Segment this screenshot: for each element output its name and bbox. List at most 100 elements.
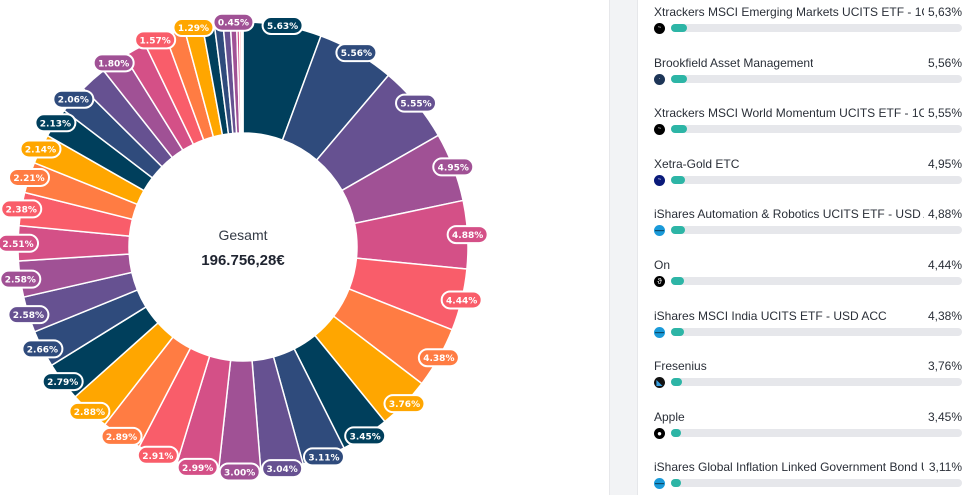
slice-label-text: 1.29% [178,24,209,34]
slice-label: 2.88% [68,401,111,421]
holding-bar-fill [671,75,688,83]
holding-percent: 4,44% [927,258,962,272]
slice-label-text: 2.79% [47,378,78,388]
holding-percent: 3,45% [927,410,962,424]
donut-slice[interactable] [241,21,244,134]
holding-percent: 4,95% [927,157,962,171]
slice-label-text: 3.76% [389,400,420,410]
slice-label-badge [19,139,62,159]
panel-divider [609,0,638,495]
slice-label-text: 2.58% [13,311,44,321]
slice-label: 4.44% [440,290,483,310]
slice-label: 3.11% [302,447,345,467]
slice-label: 1.80% [92,53,135,73]
holding-bar-fill [671,226,686,234]
slice-label-text: 2.38% [6,205,37,215]
slice-label-badge [92,53,135,73]
slice-label-badge [383,394,426,414]
slice-label-text: 2.99% [182,464,213,474]
holding-bar [671,328,962,336]
holding-percent: 5,56% [927,56,962,70]
slice-label-badge [212,12,255,32]
holding-percent: 5,63% [927,5,962,19]
holding-bar [671,277,962,285]
slice-label-badge [432,157,475,177]
slice-label: 2.89% [100,426,143,446]
slice-label: 2.13% [34,113,77,133]
slice-label: 2.58% [7,305,50,325]
on-logo-icon: ϑ [654,276,665,287]
slice-label-badge [7,305,50,325]
slice-label-text: 2.58% [5,276,36,286]
slice-label: 2.21% [8,167,51,187]
holding-item[interactable]: iShares Automation & Robotics UCITS ETF … [654,205,964,245]
slice-label-badge [261,16,304,36]
holding-bar-fill [671,429,682,437]
holding-item[interactable]: Xetra-Gold ETC 4,95% ~ [654,155,964,195]
holding-bar [671,75,962,83]
holding-item[interactable]: iShares Global Inflation Linked Governme… [654,458,964,498]
holding-item[interactable]: iShares MSCI India UCITS ETF - USD ACC 4… [654,307,964,347]
slice-label: 2.38% [0,199,43,219]
slice-label: 3.00% [218,462,261,482]
holding-bar [671,24,962,32]
holding-item[interactable]: Brookfield Asset Management 5,56% · [654,54,964,94]
xtrackers-logo-icon: ~ [654,23,665,34]
holding-name: Xtrackers MSCI World Momentum UCITS ETF … [654,106,924,120]
holding-item[interactable]: Xtrackers MSCI World Momentum UCITS ETF … [654,104,964,144]
slice-label-text: 3.04% [267,465,298,475]
holding-item[interactable]: Fresenius 3,76% ◣ [654,357,964,397]
holding-bar-fill [671,378,682,386]
slice-label-badge [8,167,51,187]
slice-label: 2.79% [41,372,84,392]
holding-name: Fresenius [654,359,707,373]
slice-label: 1.57% [134,30,177,50]
holding-item[interactable]: Apple 3,45% ● [654,408,964,448]
slice-label-text: 5.63% [267,22,298,32]
slice-label-text: 4.88% [452,231,483,241]
slice-label-badge [0,199,43,219]
slice-label-badge [335,43,378,63]
slice-label: 2.51% [0,233,40,253]
slice-label-badge [0,233,40,253]
slice-label-badge [395,93,438,113]
slice-label-text: 2.89% [106,433,137,443]
slice-label: 5.63% [261,16,304,36]
slice-label-badge [136,445,179,465]
holding-bar [671,479,962,487]
holding-bar [671,378,962,386]
slice-label: 4.38% [417,348,460,368]
holding-item[interactable]: Xtrackers MSCI Emerging Markets UCITS ET… [654,3,964,43]
slice-label: 4.88% [446,225,489,245]
slice-label-text: 2.13% [40,119,71,129]
slice-label-text: 1.80% [98,59,129,69]
holding-bar-fill [671,24,688,32]
slice-label: 2.14% [19,139,62,159]
holding-bar [671,429,962,437]
slice-label-text: 0.45% [218,19,249,29]
holding-percent: 4,88% [927,207,962,221]
slice-label: 2.58% [0,269,42,289]
slice-label-text: 4.44% [446,296,477,306]
slice-label-text: 5.56% [341,49,372,59]
slice-label-text: 2.06% [58,96,89,106]
slice-label: 1.29% [172,18,215,38]
slice-label-text: 2.21% [13,174,44,184]
holding-item[interactable]: On 4,44% ϑ [654,256,964,296]
slice-label-badge [446,225,489,245]
total-title: Gesamt [218,227,268,243]
ishares-logo-icon: — [654,225,665,236]
slice-label-badge [302,447,345,467]
slice-label: 4.95% [432,157,475,177]
slice-label-badge [21,339,64,359]
donut-chart: 5.63% 5.56% 5.55% 4.95% 4.88% 4.44% 4.38% 3.76%… [0,12,489,482]
holding-name: iShares Global Inflation Linked Governme… [654,460,924,474]
holding-bar [671,176,962,184]
apple-logo-icon: ● [654,428,665,439]
ishares-logo-icon: — [654,478,665,489]
slice-label-badge [52,89,95,109]
slice-label-badge [134,30,177,50]
brookfield-logo-icon: · [654,74,665,85]
holding-percent: 4,38% [927,309,962,323]
slice-label-badge [344,426,387,446]
